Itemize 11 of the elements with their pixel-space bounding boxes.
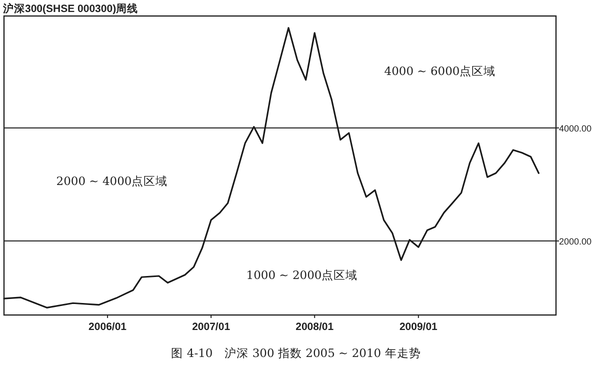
x-tick-label: 2007/01 xyxy=(192,321,230,333)
annotation: 2000 ~ 4000点区域 xyxy=(56,174,168,188)
x-tick-label: 2008/01 xyxy=(296,321,334,333)
y-tick-label: 2000.00 xyxy=(559,236,592,246)
x-tick-label: 2009/01 xyxy=(399,321,438,333)
caption: 图 4-10 沪深 300 指数 2005 ~ 2010 年走势 xyxy=(171,346,421,360)
chart-title: 沪深300(SHSE 000300)周线 xyxy=(2,2,138,15)
annotation: 1000 ~ 2000点区域 xyxy=(246,268,358,282)
annotation: 4000 ~ 6000点区域 xyxy=(384,64,496,78)
y-tick-label: 4000.00 xyxy=(559,123,592,134)
x-tick-label: 2006/01 xyxy=(88,321,127,333)
